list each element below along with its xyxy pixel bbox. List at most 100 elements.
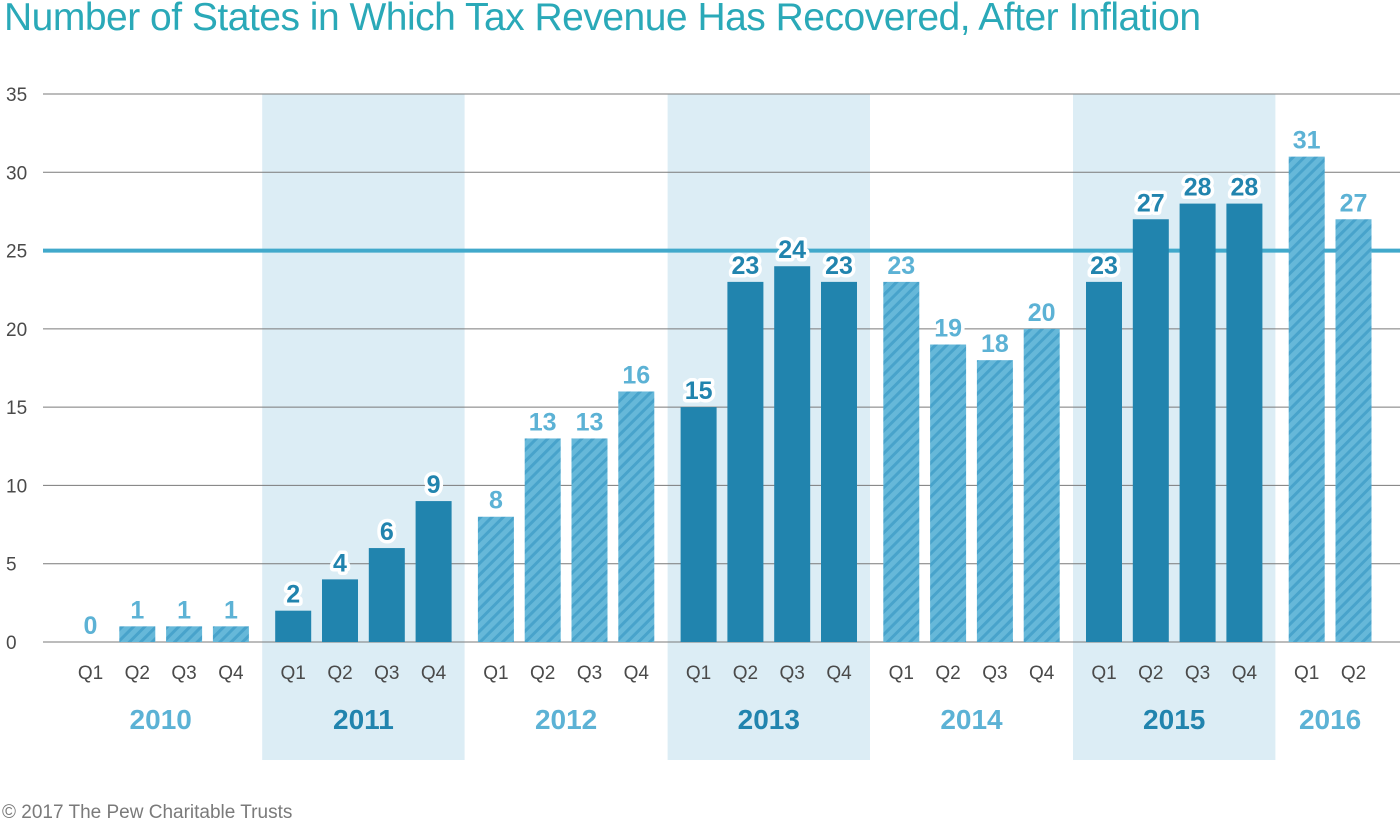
year-label-2011: 2011 <box>333 704 394 735</box>
year-label-2014: 2014 <box>940 704 1003 735</box>
y-tick-label: 15 <box>6 398 27 419</box>
bar-value-label: 19 <box>934 315 962 343</box>
bar-value-label: 23 <box>731 252 759 280</box>
bar-value-label: 1 <box>177 596 191 624</box>
quarter-label: Q4 <box>624 663 650 684</box>
y-tick-label: 25 <box>6 242 27 263</box>
y-tick-label: 30 <box>6 163 27 184</box>
bar-2013-Q2 <box>727 281 764 642</box>
bar-value-label: 24 <box>778 236 806 264</box>
y-tick-label: 35 <box>6 85 27 106</box>
bar-2011-Q1 <box>275 610 312 642</box>
bar-2012-Q2 <box>524 438 561 642</box>
quarter-label: Q3 <box>780 663 805 684</box>
bar-2013-Q1 <box>680 407 717 642</box>
quarter-label: Q4 <box>218 663 244 684</box>
year-label-2013: 2013 <box>738 704 800 735</box>
bar-2014-Q3 <box>976 360 1013 642</box>
quarter-label: Q3 <box>374 663 399 684</box>
quarter-label: Q1 <box>889 663 914 684</box>
bar-2013-Q4 <box>821 281 857 642</box>
quarter-label: Q4 <box>1232 663 1258 684</box>
bar-2015-Q3 <box>1179 203 1216 642</box>
quarter-label: Q2 <box>327 663 352 684</box>
bar-value-label: 8 <box>489 487 503 515</box>
bar-2012-Q3 <box>571 438 608 642</box>
year-label-2012: 2012 <box>535 704 597 735</box>
y-tick-label: 5 <box>6 555 17 576</box>
bar-value-label: 6 <box>380 518 394 546</box>
bar-value-label: 18 <box>981 330 1009 358</box>
bar-value-label: 13 <box>529 408 557 436</box>
quarter-label: Q2 <box>1138 663 1163 684</box>
bar-value-label: 16 <box>622 361 650 389</box>
bar-value-label: 20 <box>1028 299 1056 327</box>
chart-title: Number of States in Which Tax Revenue Ha… <box>4 0 1201 39</box>
bar-2015-Q1 <box>1086 281 1122 642</box>
x-axis: Q1 Q2 Q3 Q4 2010 Q1 Q2 Q3 Q4 2011 Q1 Q2 Q3 Q4 2012 Q1 Q2… <box>78 663 1366 735</box>
quarter-label: Q2 <box>530 663 555 684</box>
quarter-label: Q2 <box>125 663 150 684</box>
bar-value-label: 0 <box>84 612 98 640</box>
bar-value-label: 1 <box>130 596 144 624</box>
quarter-label: Q4 <box>1029 663 1055 684</box>
bar-2012-Q4 <box>618 391 655 642</box>
bar-2016-Q1 <box>1288 156 1325 642</box>
quarter-label: Q2 <box>1341 663 1366 684</box>
year-label-2015: 2015 <box>1143 704 1205 735</box>
bar-2014-Q2 <box>930 344 967 642</box>
quarter-label: Q4 <box>421 663 447 684</box>
bar-value-label: 28 <box>1230 174 1258 202</box>
bar-value-label: 27 <box>1137 189 1165 217</box>
bar-value-label: 1 <box>224 596 238 624</box>
bar-2015-Q2 <box>1132 219 1169 642</box>
year-label-2010: 2010 <box>130 704 192 735</box>
y-tick-label: 10 <box>6 476 27 497</box>
bar-value-label: 31 <box>1293 127 1321 155</box>
quarter-label: Q4 <box>826 663 852 684</box>
bar-value-label: 23 <box>825 252 853 280</box>
quarter-label: Q3 <box>1185 663 1210 684</box>
bar-value-label: 23 <box>1090 252 1118 280</box>
gridlines <box>43 93 1400 643</box>
bar-2013-Q3 <box>774 266 811 642</box>
bar-value-label: 23 <box>887 252 915 280</box>
quarter-label: Q1 <box>483 663 508 684</box>
quarter-label: Q1 <box>1091 663 1116 684</box>
quarter-label: Q1 <box>281 663 306 684</box>
bar-2014-Q1 <box>883 281 920 642</box>
bar-2015-Q4 <box>1226 203 1263 642</box>
bar-value-label: 9 <box>427 471 441 499</box>
quarter-label: Q3 <box>982 663 1007 684</box>
y-tick-label: 0 <box>6 633 17 654</box>
quarter-label: Q2 <box>935 663 960 684</box>
copyright-notice: © 2017 The Pew Charitable Trusts <box>2 802 293 823</box>
quarter-label: Q1 <box>1294 663 1319 684</box>
bar-value-label: 27 <box>1340 189 1368 217</box>
bar-2011-Q3 <box>368 548 405 642</box>
y-axis: 0 5 10 15 20 25 30 35 <box>6 85 27 654</box>
bar-2014-Q4 <box>1023 328 1060 642</box>
bar-2010-Q2 <box>119 626 156 642</box>
year-label-2016: 2016 <box>1299 704 1361 735</box>
quarter-label: Q1 <box>78 663 103 684</box>
bar-2012-Q1 <box>477 516 514 642</box>
bar-value-label: 13 <box>576 408 604 436</box>
bar-2010-Q3 <box>166 626 203 642</box>
quarter-label: Q3 <box>171 663 196 684</box>
quarter-label: Q3 <box>577 663 602 684</box>
bar-value-label: 2 <box>286 581 300 609</box>
quarter-label: Q1 <box>686 663 711 684</box>
bar-2010-Q4 <box>212 626 249 642</box>
bar-2016-Q2 <box>1335 219 1372 642</box>
bar-2011-Q4 <box>415 501 452 642</box>
quarter-label: Q2 <box>733 663 758 684</box>
bar-2011-Q2 <box>322 579 358 642</box>
year-band-2011 <box>262 94 465 760</box>
bar-value-label: 4 <box>333 549 347 577</box>
bar-value-label: 15 <box>685 377 713 405</box>
bar-value-label: 28 <box>1184 174 1212 202</box>
y-tick-label: 20 <box>6 320 27 341</box>
